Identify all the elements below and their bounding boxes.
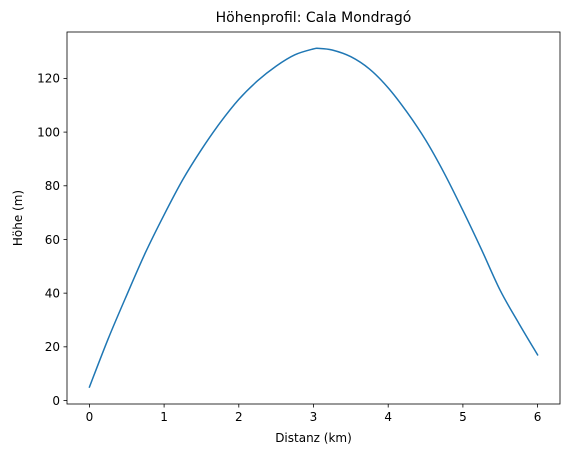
y-tick-label: 20 [45, 340, 60, 354]
y-tick-label: 60 [45, 233, 60, 247]
y-axis-label: Höhe (m) [11, 190, 25, 246]
y-tick-label: 120 [37, 72, 60, 86]
x-tick-label: 3 [310, 410, 318, 424]
x-tick-label: 6 [534, 410, 542, 424]
x-tick-label: 1 [160, 410, 168, 424]
x-axis-label: Distanz (km) [275, 431, 352, 445]
elevation-line [88, 47, 539, 389]
y-tick-label: 0 [52, 394, 60, 408]
chart-title: Höhenprofil: Cala Mondragó [216, 10, 412, 26]
x-tick-label: 0 [86, 410, 94, 424]
y-tick-label: 40 [45, 286, 60, 300]
x-tick-label: 5 [459, 410, 467, 424]
x-tick-label: 2 [235, 410, 243, 424]
plot-frame [66, 31, 561, 405]
y-tick-label: 100 [37, 125, 60, 139]
y-tick-label: 80 [45, 179, 60, 193]
x-tick-label: 4 [384, 410, 392, 424]
plot-area [88, 47, 539, 389]
